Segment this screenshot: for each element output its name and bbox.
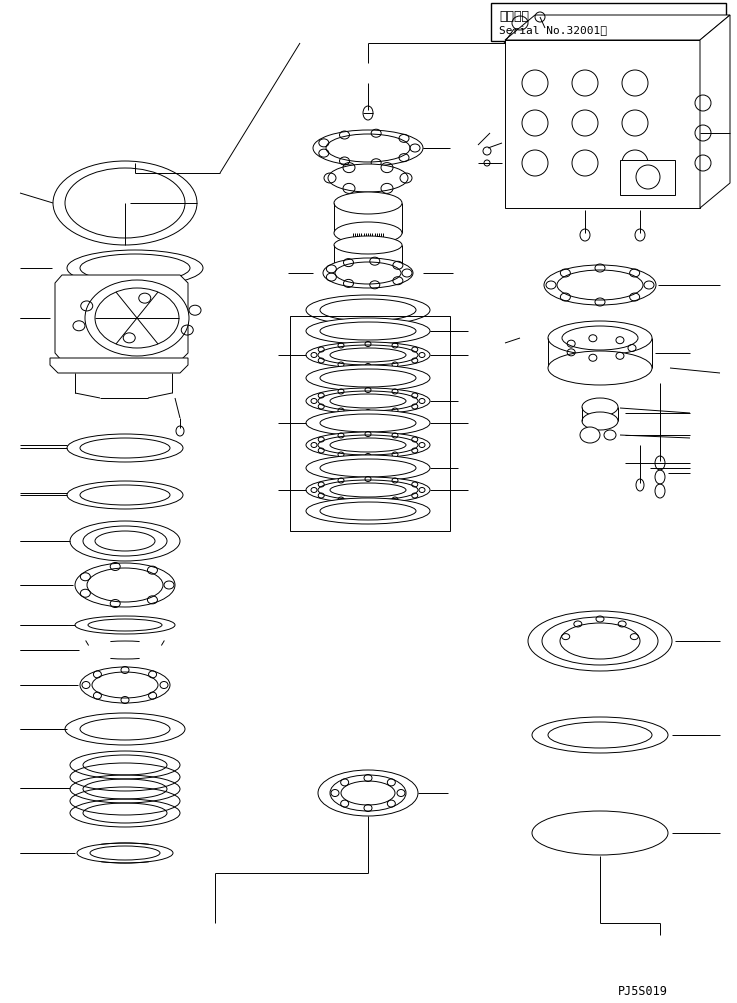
Ellipse shape xyxy=(330,775,406,811)
Ellipse shape xyxy=(528,612,672,671)
Ellipse shape xyxy=(548,722,652,748)
Ellipse shape xyxy=(306,410,430,436)
Ellipse shape xyxy=(582,398,618,416)
Ellipse shape xyxy=(75,617,175,634)
Ellipse shape xyxy=(330,349,406,363)
Ellipse shape xyxy=(330,438,406,452)
Ellipse shape xyxy=(334,223,402,245)
Ellipse shape xyxy=(80,438,170,458)
Ellipse shape xyxy=(318,346,418,366)
Ellipse shape xyxy=(320,414,416,432)
Ellipse shape xyxy=(323,259,413,289)
Ellipse shape xyxy=(313,130,423,166)
Ellipse shape xyxy=(320,370,416,387)
Ellipse shape xyxy=(80,667,170,703)
Ellipse shape xyxy=(80,255,190,283)
Ellipse shape xyxy=(548,322,652,356)
Text: 適用号機: 適用号機 xyxy=(499,10,529,23)
Ellipse shape xyxy=(320,300,416,322)
Ellipse shape xyxy=(95,532,155,552)
Ellipse shape xyxy=(334,237,402,255)
Ellipse shape xyxy=(67,481,183,510)
Ellipse shape xyxy=(306,343,430,369)
Ellipse shape xyxy=(542,618,658,665)
Ellipse shape xyxy=(328,164,408,193)
Ellipse shape xyxy=(306,388,430,414)
Ellipse shape xyxy=(320,503,416,521)
Bar xyxy=(491,4,726,42)
Ellipse shape xyxy=(604,430,616,440)
Polygon shape xyxy=(505,16,730,41)
Ellipse shape xyxy=(532,717,668,753)
Polygon shape xyxy=(700,16,730,209)
Bar xyxy=(620,160,675,196)
Ellipse shape xyxy=(532,811,668,856)
Ellipse shape xyxy=(67,434,183,462)
Ellipse shape xyxy=(67,251,203,287)
Ellipse shape xyxy=(87,569,163,603)
Ellipse shape xyxy=(580,427,600,443)
Ellipse shape xyxy=(95,289,179,349)
Ellipse shape xyxy=(65,713,185,745)
Bar xyxy=(505,41,700,209)
Ellipse shape xyxy=(75,564,175,608)
Ellipse shape xyxy=(330,394,406,408)
Ellipse shape xyxy=(335,263,401,285)
Ellipse shape xyxy=(341,781,395,805)
Ellipse shape xyxy=(320,323,416,341)
Ellipse shape xyxy=(80,485,170,506)
Ellipse shape xyxy=(562,327,638,351)
Ellipse shape xyxy=(70,522,180,562)
Ellipse shape xyxy=(306,498,430,525)
Ellipse shape xyxy=(557,271,643,301)
Ellipse shape xyxy=(306,432,430,458)
Ellipse shape xyxy=(85,281,189,357)
Ellipse shape xyxy=(560,624,640,659)
Ellipse shape xyxy=(80,718,170,740)
Ellipse shape xyxy=(306,455,430,481)
Ellipse shape xyxy=(582,412,618,430)
Ellipse shape xyxy=(306,319,430,345)
Ellipse shape xyxy=(318,770,418,816)
Text: PJ5S019: PJ5S019 xyxy=(618,984,668,997)
Ellipse shape xyxy=(326,134,410,162)
Ellipse shape xyxy=(318,391,418,411)
Polygon shape xyxy=(55,276,188,362)
Text: Serial No.32001～: Serial No.32001～ xyxy=(499,25,607,35)
Ellipse shape xyxy=(330,483,406,497)
Ellipse shape xyxy=(306,296,430,326)
Ellipse shape xyxy=(92,672,158,698)
Ellipse shape xyxy=(306,366,430,391)
Bar xyxy=(290,317,450,532)
Polygon shape xyxy=(50,359,188,374)
Ellipse shape xyxy=(83,527,167,557)
Ellipse shape xyxy=(306,477,430,504)
Ellipse shape xyxy=(88,620,162,631)
Ellipse shape xyxy=(318,435,418,455)
Ellipse shape xyxy=(318,480,418,500)
Ellipse shape xyxy=(544,266,656,306)
Ellipse shape xyxy=(548,352,652,385)
Ellipse shape xyxy=(334,193,402,215)
Ellipse shape xyxy=(320,459,416,477)
